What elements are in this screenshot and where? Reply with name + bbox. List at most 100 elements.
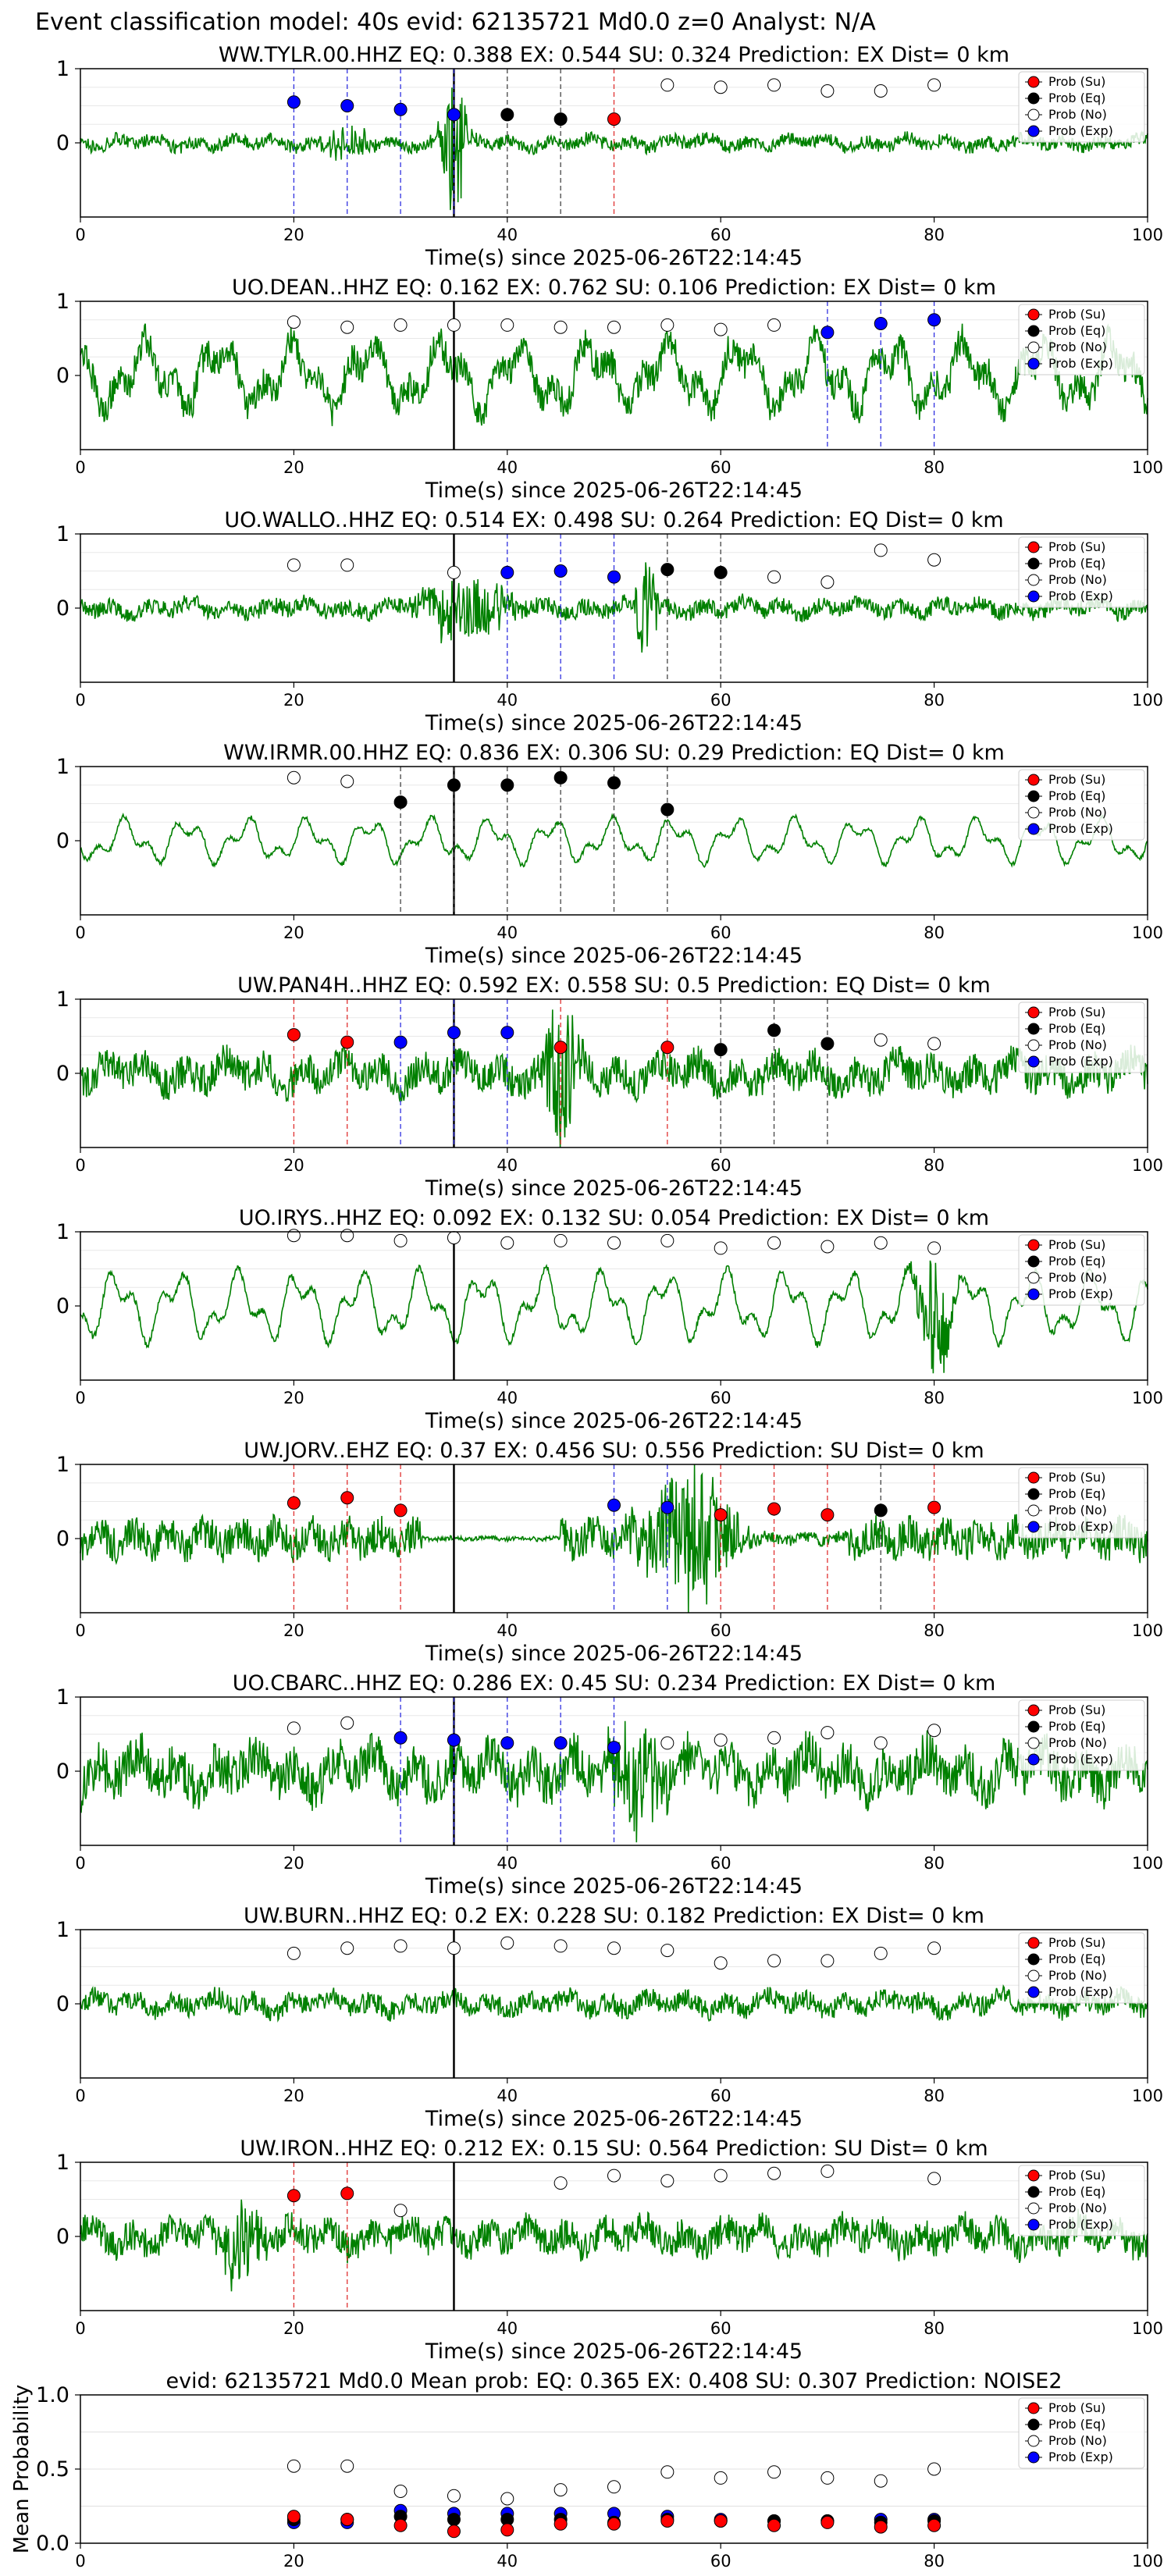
y-axis-label: Mean Probability bbox=[10, 2385, 34, 2554]
y-tick-label: 0 bbox=[56, 1294, 69, 1318]
x-tick-label: 60 bbox=[710, 2552, 731, 2571]
prob-marker-no bbox=[874, 1736, 888, 1750]
x-tick-label: 40 bbox=[497, 2087, 518, 2105]
panel-3: WW.IRMR.00.HHZ EQ: 0.836 EX: 0.306 SU: 0… bbox=[56, 741, 1163, 968]
panel-title: WW.TYLR.00.HHZ EQ: 0.388 EX: 0.544 SU: 0… bbox=[219, 43, 1009, 67]
prob-marker-eq bbox=[500, 108, 514, 122]
x-tick-label: 100 bbox=[1132, 2087, 1163, 2105]
prob-marker-no bbox=[767, 2166, 781, 2180]
prob-marker-exp bbox=[393, 1731, 408, 1745]
prob-marker-exp bbox=[553, 564, 568, 578]
legend-label-su: Prob (Su) bbox=[1048, 2168, 1105, 2183]
y-tick-label: 1 bbox=[56, 290, 69, 314]
prob-marker-no bbox=[287, 770, 301, 785]
legend-label-no: Prob (No) bbox=[1048, 1037, 1107, 1052]
x-tick-label: 100 bbox=[1132, 1621, 1163, 1640]
legend-label-eq: Prob (Eq) bbox=[1048, 1021, 1105, 1036]
x-tick-label: 0 bbox=[75, 1854, 85, 1873]
legend: Prob (Su)Prob (Eq)Prob (No)Prob (Exp) bbox=[1018, 1699, 1145, 1771]
mean-prob-marker-no bbox=[393, 2485, 408, 2498]
legend-marker-su bbox=[1027, 2402, 1040, 2414]
x-axis-label: Time(s) since 2025-06-26T22:14:45 bbox=[425, 1642, 803, 1666]
panels: WW.TYLR.00.HHZ EQ: 0.388 EX: 0.544 SU: 0… bbox=[10, 43, 1163, 2571]
legend-label-su: Prob (Su) bbox=[1048, 1935, 1105, 1950]
prob-marker-no bbox=[393, 318, 408, 332]
x-tick-label: 80 bbox=[924, 458, 945, 477]
x-tick-label: 40 bbox=[497, 1389, 518, 1407]
prob-marker-no bbox=[927, 1241, 941, 1255]
y-tick-label: 1 bbox=[56, 987, 69, 1012]
prob-marker-exp bbox=[393, 102, 408, 116]
legend-marker-su bbox=[1027, 2169, 1040, 2182]
x-tick-label: 60 bbox=[710, 1854, 731, 1873]
x-tick-label: 60 bbox=[710, 2087, 731, 2105]
x-tick-label: 100 bbox=[1132, 458, 1163, 477]
x-tick-label: 0 bbox=[75, 1389, 85, 1407]
legend-marker-exp bbox=[1027, 1753, 1040, 1766]
prob-marker-no bbox=[553, 1939, 568, 1953]
prob-marker-no bbox=[340, 1716, 354, 1730]
prob-marker-no bbox=[714, 80, 728, 94]
x-tick-label: 20 bbox=[283, 458, 304, 477]
prob-marker-no bbox=[820, 84, 835, 98]
y-tick-label: 0 bbox=[56, 1062, 69, 1086]
x-tick-label: 0 bbox=[75, 226, 85, 244]
x-tick-label: 80 bbox=[924, 2087, 945, 2105]
prob-marker-no bbox=[287, 1229, 301, 1243]
y-tick-label: 0 bbox=[56, 829, 69, 853]
legend-label-no: Prob (No) bbox=[1048, 1503, 1107, 1517]
prob-marker-no bbox=[393, 1233, 408, 1247]
x-tick-label: 80 bbox=[924, 691, 945, 710]
prob-marker-no bbox=[340, 558, 354, 572]
legend: Prob (Su)Prob (Eq)Prob (No)Prob (Exp) bbox=[1018, 1467, 1145, 1539]
prob-marker-su bbox=[927, 1500, 941, 1514]
prob-marker-no bbox=[340, 774, 354, 788]
legend-marker-no bbox=[1027, 2435, 1040, 2447]
mean-prob-marker-su bbox=[820, 2515, 835, 2529]
prob-marker-no bbox=[607, 1236, 621, 1250]
x-tick-label: 60 bbox=[710, 458, 731, 477]
panel-6: UW.JORV..EHZ EQ: 0.37 EX: 0.456 SU: 0.55… bbox=[56, 1439, 1163, 1666]
prob-marker-su bbox=[714, 1508, 728, 1522]
x-tick-label: 40 bbox=[497, 226, 518, 244]
x-tick-label: 20 bbox=[283, 1854, 304, 1873]
x-tick-label: 40 bbox=[497, 458, 518, 477]
mean-prob-marker-no bbox=[447, 2489, 461, 2503]
prob-marker-no bbox=[927, 1724, 941, 1738]
legend-label-su: Prob (Su) bbox=[1048, 307, 1105, 322]
prob-marker-exp bbox=[553, 1736, 568, 1750]
x-tick-label: 60 bbox=[710, 1156, 731, 1175]
legend-label-no: Prob (No) bbox=[1048, 2433, 1107, 2448]
legend-label-su: Prob (Su) bbox=[1048, 772, 1105, 787]
y-tick-label: 1 bbox=[56, 1685, 69, 1710]
prob-marker-exp bbox=[607, 570, 621, 584]
legend-marker-exp bbox=[1027, 2218, 1040, 2231]
legend-label-no: Prob (No) bbox=[1048, 1735, 1107, 1750]
prob-marker-no bbox=[553, 1233, 568, 1247]
legend-label-su: Prob (Su) bbox=[1048, 2400, 1105, 2415]
prob-marker-no bbox=[607, 2169, 621, 2183]
prob-marker-no bbox=[287, 315, 301, 329]
legend-label-eq: Prob (Eq) bbox=[1048, 1254, 1105, 1268]
prob-marker-no bbox=[553, 320, 568, 334]
x-tick-label: 20 bbox=[283, 1389, 304, 1407]
prob-marker-no bbox=[714, 1956, 728, 1970]
mean-prob-marker-no bbox=[874, 2474, 888, 2488]
x-tick-label: 40 bbox=[497, 691, 518, 710]
prob-marker-no bbox=[820, 1954, 835, 1968]
legend-marker-exp bbox=[1027, 1986, 1040, 1998]
legend-marker-su bbox=[1027, 1006, 1040, 1019]
legend-label-su: Prob (Su) bbox=[1048, 539, 1105, 554]
legend-label-no: Prob (No) bbox=[1048, 805, 1107, 820]
prob-marker-no bbox=[607, 1941, 621, 1955]
panel-title: UO.IRYS..HHZ EQ: 0.092 EX: 0.132 SU: 0.0… bbox=[239, 1206, 989, 1230]
plot-frame bbox=[80, 1696, 1148, 1846]
prob-marker-no bbox=[874, 1236, 888, 1250]
x-tick-label: 100 bbox=[1132, 1854, 1163, 1873]
prob-marker-no bbox=[874, 1033, 888, 1047]
x-tick-label: 100 bbox=[1132, 226, 1163, 244]
legend-marker-su bbox=[1027, 541, 1040, 553]
plot-area bbox=[80, 1232, 1148, 1380]
legend-marker-exp bbox=[1027, 125, 1040, 137]
legend-label-eq: Prob (Eq) bbox=[1048, 1486, 1105, 1501]
